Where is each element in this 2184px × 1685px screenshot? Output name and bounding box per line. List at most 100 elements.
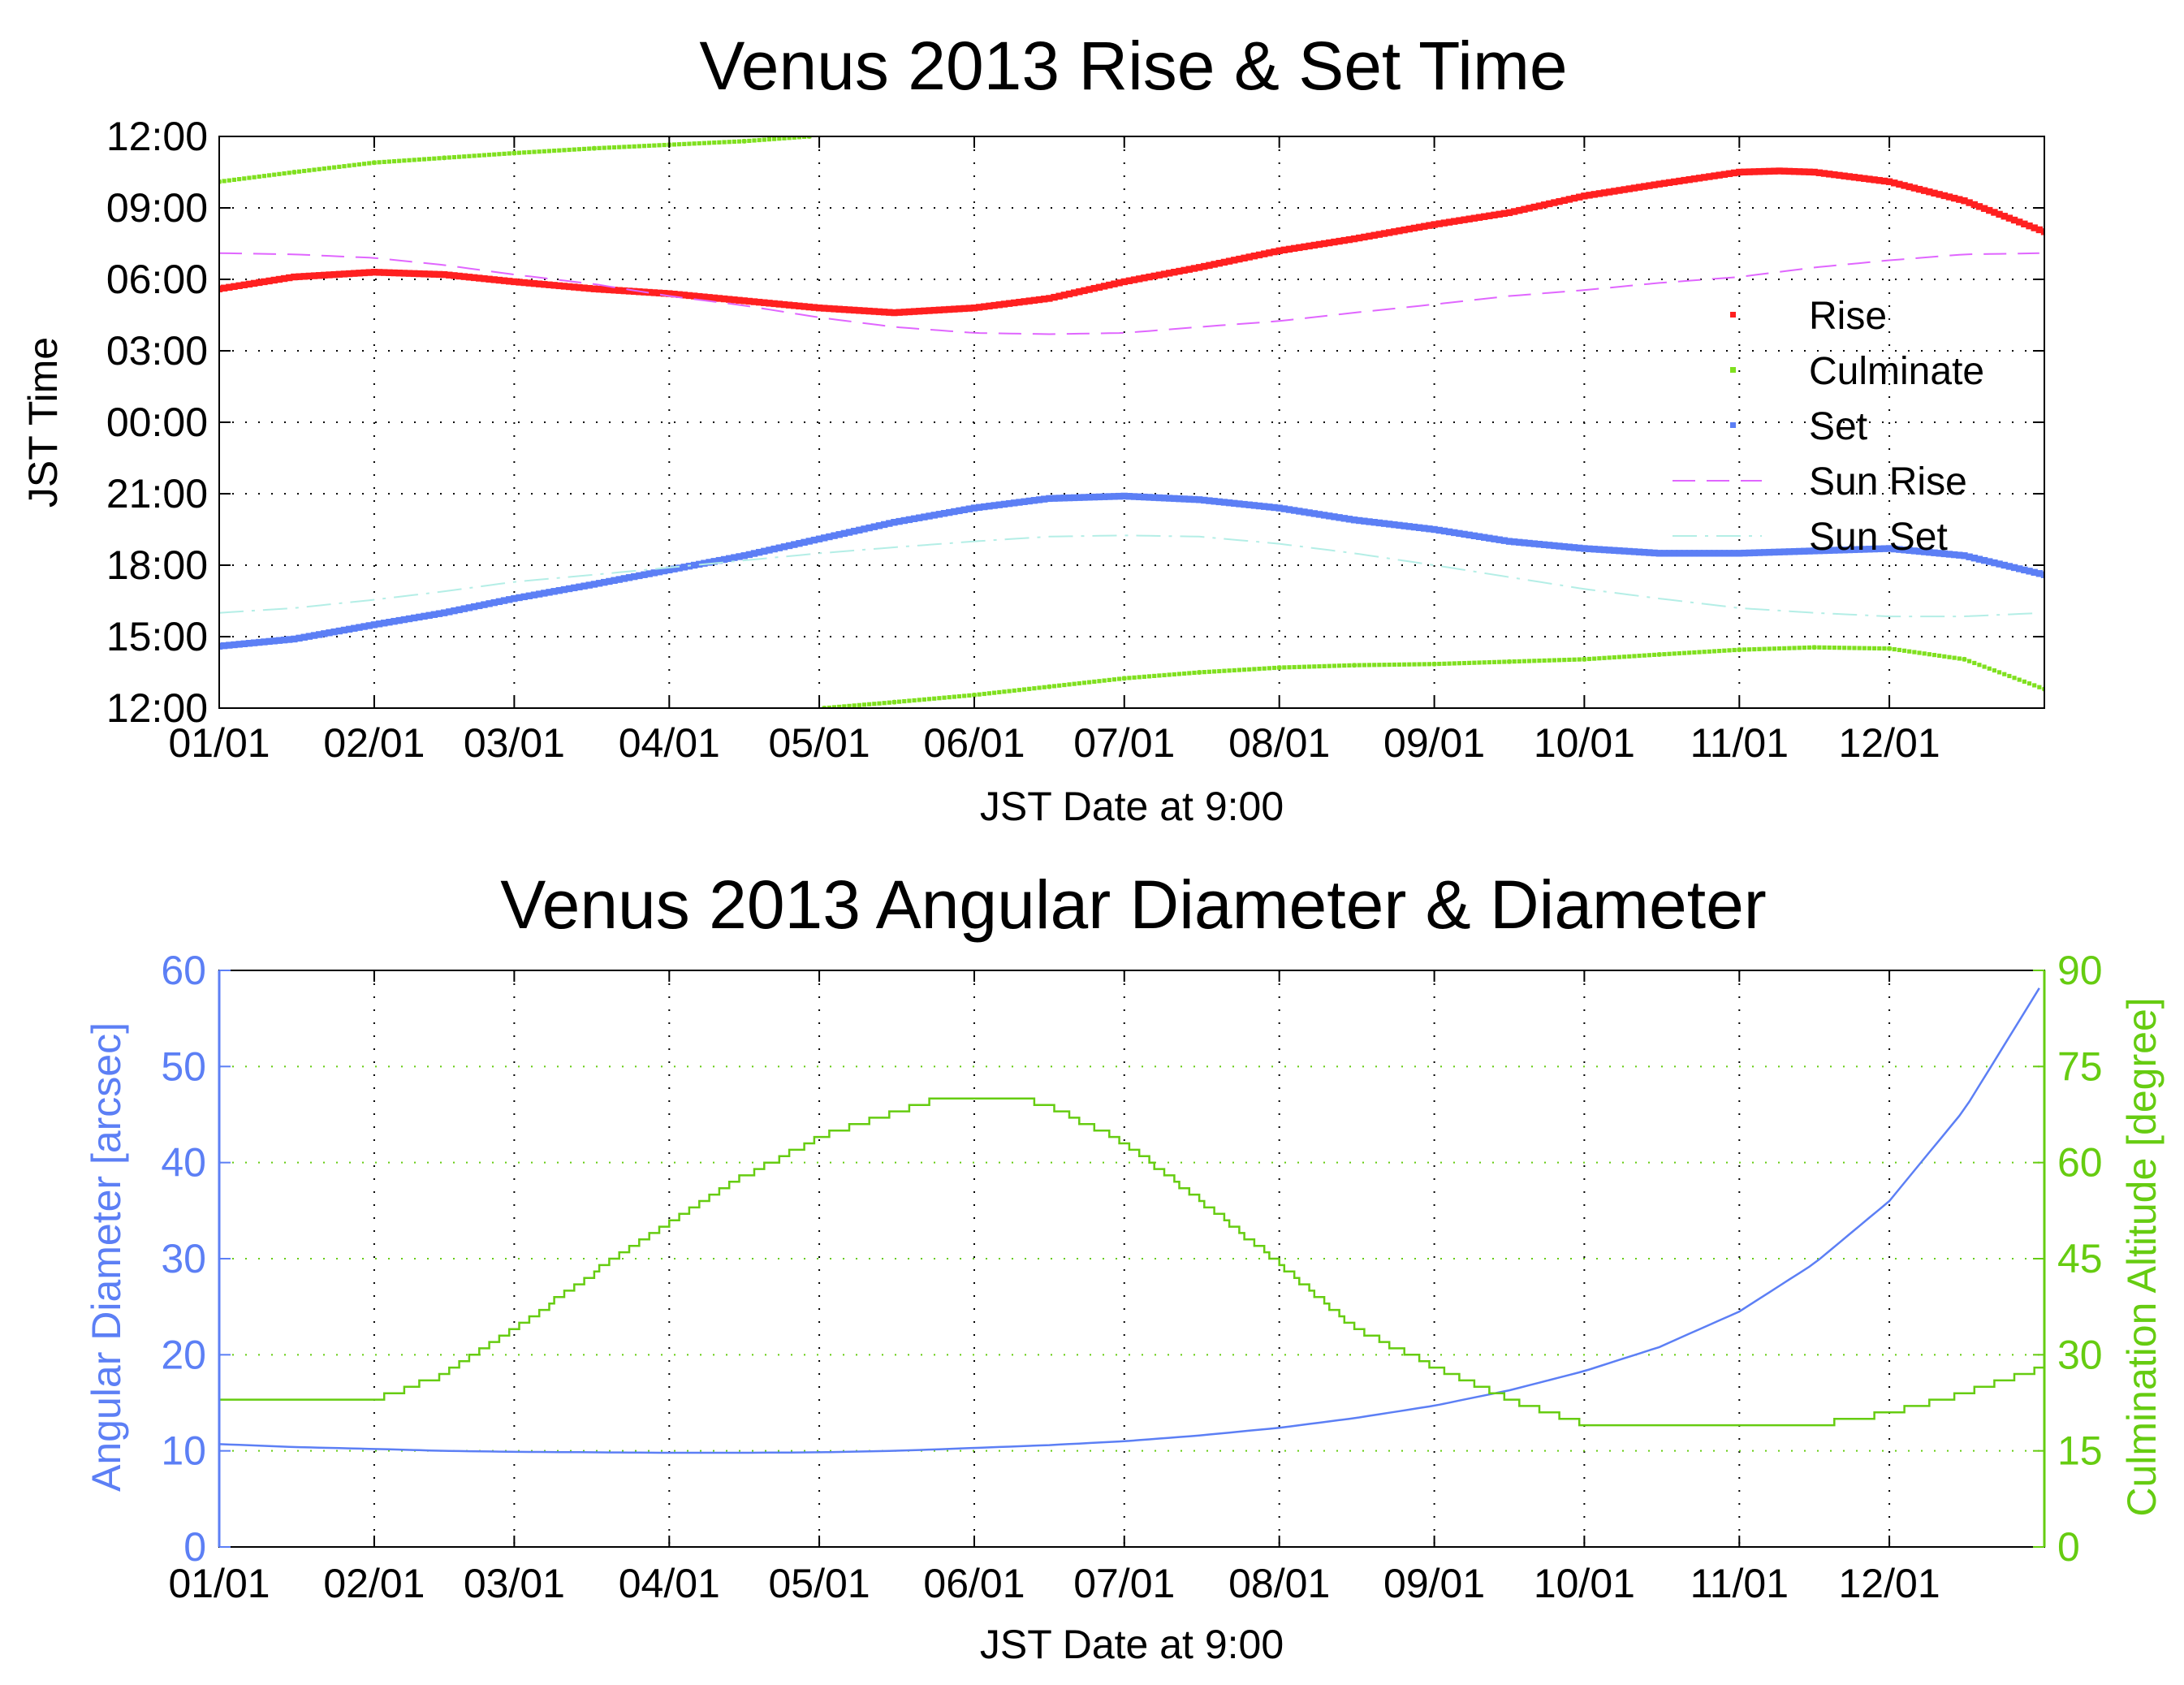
chart1-series (219, 136, 2044, 708)
marker-culminate (1832, 645, 1837, 650)
marker-rise (1356, 234, 1363, 242)
marker-rise (750, 298, 758, 305)
marker-rise (826, 305, 833, 313)
marker-set (1356, 516, 1363, 525)
marker-rise (1920, 187, 1928, 194)
marker-set (960, 506, 968, 513)
marker-culminate (842, 704, 847, 708)
marker-culminate (986, 691, 992, 696)
point-culminate (1047, 684, 1052, 689)
marker-set (1095, 493, 1103, 501)
marker-set (641, 571, 648, 578)
marker-rise (880, 309, 888, 316)
marker-rise (1296, 244, 1303, 252)
marker-rise (601, 286, 608, 293)
chart1-y-tick-label: 06:00 (106, 257, 208, 302)
marker-culminate (1232, 668, 1237, 673)
marker-set (1901, 547, 1908, 554)
marker-set (1000, 500, 1008, 508)
marker-culminate (611, 145, 617, 150)
marker-culminate (307, 168, 312, 173)
marker-rise (896, 309, 903, 316)
marker-culminate (1827, 645, 1832, 650)
marker-rise (1841, 172, 1848, 179)
marker-rise (801, 303, 808, 310)
marker-culminate (1362, 663, 1366, 668)
marker-rise (1871, 176, 1878, 184)
marker-culminate (1467, 660, 1472, 665)
marker-culminate (942, 695, 947, 700)
point-rise (511, 279, 517, 284)
marker-rise (1901, 182, 1908, 189)
marker-set (1410, 523, 1418, 531)
chart2-x-tick-label: 03/01 (464, 1561, 565, 1606)
marker-rise (1500, 210, 1509, 218)
marker-set (555, 586, 563, 594)
marker-culminate (1552, 658, 1557, 663)
marker-rise (1586, 192, 1593, 199)
marker-rise (1090, 284, 1098, 292)
marker-culminate (522, 150, 527, 155)
marker-rise (1171, 269, 1178, 276)
marker-culminate (1067, 682, 1072, 687)
marker-rise (1695, 175, 1703, 182)
marker-rise (1551, 199, 1558, 206)
marker-culminate (831, 705, 837, 708)
marker-set (956, 507, 963, 515)
marker-rise (606, 286, 613, 294)
marker-rise (1831, 171, 1838, 179)
marker-culminate (1607, 655, 1612, 660)
marker-set (2010, 564, 2018, 572)
marker-set (1896, 546, 1903, 553)
marker-rise (381, 269, 388, 276)
marker-rise (1190, 265, 1198, 272)
chart1-grid (219, 136, 2044, 708)
marker-rise (1980, 205, 1988, 212)
marker-culminate (421, 157, 427, 162)
marker-rise (1716, 171, 1723, 179)
marker-rise (910, 308, 918, 315)
marker-rise (1521, 205, 1528, 213)
marker-rise (1766, 167, 1773, 175)
marker-set (245, 640, 253, 647)
chart1-x-ticks: 01/01 02/01 03/01 04/01 05/01 06/01 07/01 08/01… (168, 136, 1940, 766)
marker-rise (1806, 168, 1813, 175)
marker-set (1780, 548, 1788, 555)
chart2-x-ticks: 01/01 02/01 03/01 04/01 05/01 06/01 07/01 08/01… (168, 970, 1940, 1606)
marker-rise (1065, 290, 1073, 298)
marker-set (1760, 549, 1768, 556)
marker-culminate (947, 695, 952, 700)
marker-culminate (1262, 666, 1267, 671)
marker-culminate (1711, 649, 1717, 654)
marker-set (220, 642, 228, 650)
marker-set (465, 604, 473, 611)
marker-set (1220, 499, 1228, 506)
marker-set (1711, 550, 1718, 557)
marker-rise (701, 293, 708, 300)
marker-rise (1421, 223, 1428, 230)
marker-set (1070, 494, 1078, 502)
marker-set (270, 637, 278, 645)
marker-set (2026, 568, 2033, 575)
marker-rise (1470, 214, 1478, 222)
marker-culminate (1097, 679, 1102, 684)
marker-rise (1491, 211, 1498, 218)
marker-culminate (1472, 660, 1477, 665)
point-set (1811, 548, 1817, 554)
marker-rise (1016, 298, 1023, 306)
marker-set (1641, 548, 1648, 556)
legend-label-sun-set: Sun Set (1809, 516, 1948, 559)
marker-rise (535, 280, 543, 287)
marker-set (1271, 503, 1278, 512)
marker-culminate (1687, 650, 1692, 655)
marker-rise (1771, 167, 1778, 175)
marker-culminate (1402, 662, 1407, 667)
marker-set (360, 623, 368, 630)
marker-set (391, 617, 398, 625)
marker-set (775, 544, 783, 551)
marker-set (840, 529, 848, 538)
marker-rise (761, 299, 768, 306)
marker-culminate (1857, 646, 1862, 650)
marker-culminate (1871, 646, 1877, 650)
